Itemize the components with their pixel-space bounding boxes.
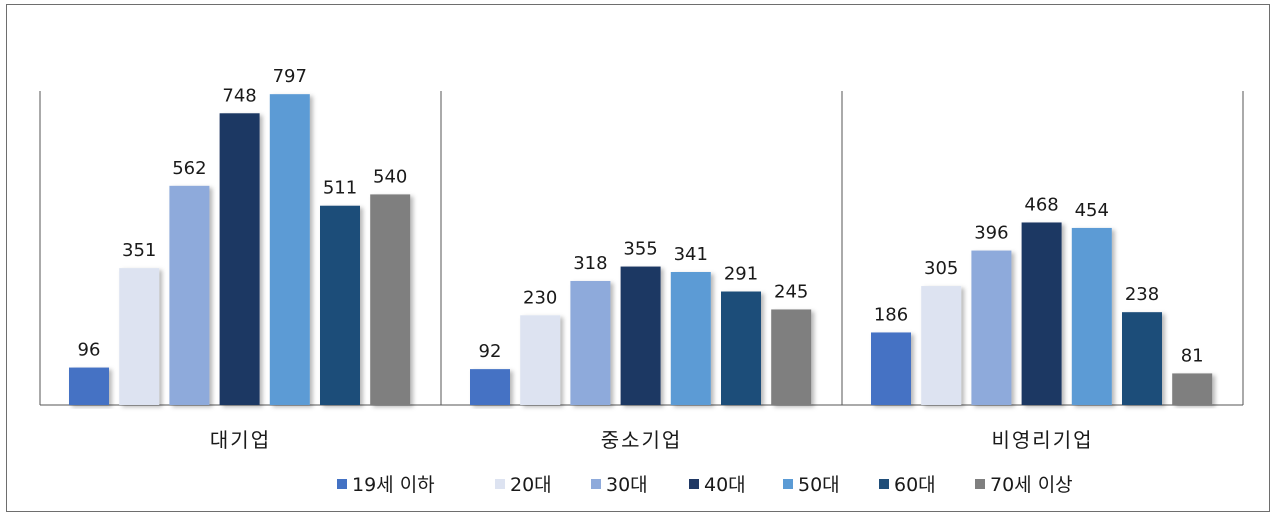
bar <box>771 309 812 405</box>
data-label: 238 <box>1125 284 1159 305</box>
bar <box>1172 373 1213 405</box>
bar <box>1071 227 1112 405</box>
category-label: 대기업 <box>210 428 271 452</box>
legend-swatch <box>783 479 793 489</box>
bar <box>520 315 561 405</box>
legend-label: 60대 <box>894 474 936 496</box>
bar <box>470 369 510 405</box>
legend-swatch <box>591 479 601 489</box>
data-label: 81 <box>1181 345 1204 366</box>
legend-swatch <box>495 479 505 489</box>
legend-swatch <box>879 479 889 489</box>
category-label: 중소기업 <box>601 428 683 452</box>
data-label: 318 <box>573 253 607 274</box>
data-label: 562 <box>172 158 206 179</box>
category-label: 비영리기업 <box>992 428 1094 452</box>
legend-swatch <box>689 479 699 489</box>
bar <box>1122 312 1162 405</box>
data-label: 96 <box>78 340 101 361</box>
bar <box>320 205 360 405</box>
data-label: 748 <box>222 85 256 106</box>
chart-frame: 96 351 562 748 797 511 540 대기업 92 230 318 355 341 291… <box>6 4 1270 512</box>
data-label: 230 <box>523 287 557 308</box>
data-label: 396 <box>974 223 1008 244</box>
legend-label: 70세 이상 <box>990 474 1073 496</box>
legend-label: 20대 <box>510 474 552 496</box>
data-label: 511 <box>323 178 357 199</box>
data-label: 355 <box>623 239 657 260</box>
data-label: 351 <box>122 240 156 261</box>
legend-label: 19세 이하 <box>352 474 435 496</box>
data-label: 291 <box>724 264 758 285</box>
data-label: 454 <box>1075 200 1109 221</box>
bar <box>69 367 109 405</box>
bar <box>871 332 911 405</box>
bar <box>570 280 611 405</box>
data-label: 468 <box>1024 194 1058 215</box>
bar <box>971 250 1012 405</box>
legend-swatch <box>337 479 347 489</box>
bar <box>119 268 160 405</box>
bar <box>219 113 260 405</box>
legend-label: 30대 <box>606 474 648 496</box>
legend-swatch <box>975 479 985 489</box>
data-label: 305 <box>924 258 958 279</box>
data-label: 92 <box>479 341 502 362</box>
legend-label: 50대 <box>798 474 840 496</box>
bar <box>1021 222 1062 405</box>
data-label: 797 <box>273 66 307 87</box>
data-label: 245 <box>774 281 808 302</box>
data-label: 341 <box>674 244 708 265</box>
data-label: 540 <box>373 166 407 187</box>
bar-chart: 96 351 562 748 797 511 540 대기업 92 230 318 355 341 291… <box>39 66 1244 496</box>
bar <box>620 266 661 405</box>
data-label: 186 <box>874 304 908 325</box>
bar <box>169 185 210 405</box>
bar <box>269 94 310 406</box>
bar <box>370 194 411 405</box>
legend-label: 40대 <box>704 474 746 496</box>
bar <box>721 291 761 405</box>
bar <box>921 286 962 405</box>
bar <box>670 272 711 405</box>
